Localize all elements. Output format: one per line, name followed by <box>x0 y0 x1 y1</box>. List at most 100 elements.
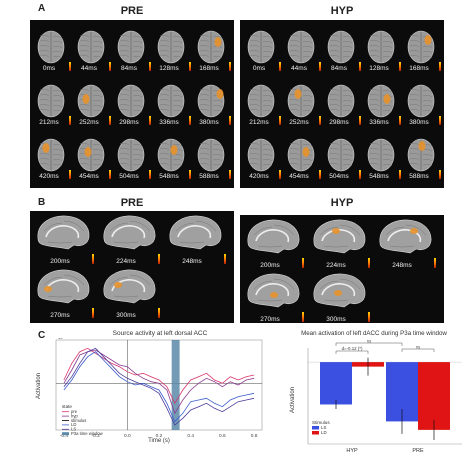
time-label: 420ms <box>249 173 269 180</box>
hyp-sagittal-224ms: 224ms <box>310 217 372 269</box>
time-label: 588ms <box>199 173 219 180</box>
hyp-brain-548ms: 548ms <box>362 138 402 180</box>
pre-sagittal-224ms: 224ms <box>100 213 162 265</box>
pre-brain-420ms: 420ms <box>32 138 72 180</box>
bar-chart-ylabel: Activation <box>290 387 296 413</box>
time-label: 270ms <box>260 316 280 323</box>
bar-LD-PRE <box>418 362 450 430</box>
time-label: 200ms <box>50 258 70 265</box>
time-label: 380ms <box>199 119 219 126</box>
pre-brain-298ms: 298ms <box>112 84 152 126</box>
time-label: 420ms <box>39 173 59 180</box>
colorbar <box>149 62 151 71</box>
time-label: 252ms <box>289 119 309 126</box>
time-label: 224ms <box>116 258 136 265</box>
brain-axial-icon <box>287 30 315 64</box>
pre-brain-252ms: 252ms <box>72 84 112 126</box>
colorbar <box>279 116 281 125</box>
brain-axial-icon <box>37 30 65 64</box>
brain-sagittal-icon <box>103 269 156 304</box>
sig-label: ns <box>416 345 420 350</box>
colorbar <box>109 62 111 71</box>
brain-axial-icon <box>197 84 225 118</box>
activation-spot <box>418 141 426 151</box>
colorbar <box>439 62 441 71</box>
panel-b-letter: B <box>38 197 46 208</box>
activation-spot <box>84 147 92 157</box>
colorbar <box>109 116 111 125</box>
colorbar <box>189 62 191 71</box>
legend-entry: P3a time window <box>71 431 104 436</box>
time-label: 0ms <box>42 65 56 72</box>
x-tick-label: -0.4 <box>60 433 69 439</box>
time-label: 128ms <box>369 65 389 72</box>
brain-axial-icon <box>407 84 435 118</box>
category-label: PRE <box>412 448 424 454</box>
colorbar <box>69 62 71 71</box>
time-label: 454ms <box>289 173 309 180</box>
legend-swatch <box>312 431 319 435</box>
time-label: 454ms <box>79 173 99 180</box>
pre-sagittal-200ms: 200ms <box>34 213 96 265</box>
bar-LS-HYP <box>320 362 352 405</box>
time-label: 504ms <box>119 173 139 180</box>
colorbar <box>399 116 401 125</box>
activation-spot <box>114 282 122 288</box>
time-label: 336ms <box>159 119 179 126</box>
brain-axial-icon <box>367 138 395 172</box>
time-label: 252ms <box>79 119 99 126</box>
hyp-brain-168ms: 168ms <box>402 30 442 72</box>
pre-brain-548ms: 548ms <box>152 138 192 180</box>
panel-a-letter: A <box>38 3 46 14</box>
time-label: 548ms <box>159 173 179 180</box>
hyp-brain-588ms: 588ms <box>402 138 442 180</box>
x-tick-label: 0.6 <box>219 433 226 439</box>
activation-spot <box>270 292 278 298</box>
brain-axial-icon <box>117 84 145 118</box>
pre-brain-380ms: 380ms <box>192 84 232 126</box>
panel-a-pre-grid: 0ms 44ms 84ms 128ms 168ms 212ms 252ms 298ms 336m… <box>30 20 234 188</box>
colorbar <box>69 116 71 125</box>
colorbar <box>368 312 370 322</box>
colorbar <box>92 308 94 318</box>
brain-axial-icon <box>37 84 65 118</box>
panel-b-pre-title: PRE <box>120 197 144 209</box>
hyp-sagittal-248ms: 248ms <box>376 217 438 269</box>
bar-chart: HYP PRE ns ns d=-0.12 (*) Activation Stimul… <box>290 340 462 454</box>
colorbar <box>399 170 401 179</box>
brain-axial-icon <box>197 138 225 172</box>
x-tick-label: 0.0 <box>124 433 131 439</box>
brain-axial-icon <box>157 138 185 172</box>
colorbar <box>149 170 151 179</box>
sig-label: ns <box>367 340 371 344</box>
colorbar <box>302 258 304 268</box>
colorbar <box>399 62 401 71</box>
legend-entry: pre <box>71 409 78 414</box>
panel-a-pre-title: PRE <box>120 5 144 17</box>
brain-sagittal-icon <box>313 273 366 308</box>
hyp-brain-504ms: 504ms <box>322 138 362 180</box>
legend-swatch <box>312 426 319 430</box>
colorbar <box>359 62 361 71</box>
colorbar <box>189 116 191 125</box>
brain-sagittal-icon <box>247 219 300 254</box>
hyp-brain-336ms: 336ms <box>362 84 402 126</box>
colorbar <box>224 254 226 264</box>
legend-title: Stimulus <box>312 420 330 425</box>
time-label: 224ms <box>326 262 346 269</box>
colorbar <box>229 116 231 125</box>
time-label: 588ms <box>409 173 429 180</box>
colorbar <box>158 308 160 318</box>
pre-brain-128ms: 128ms <box>152 30 192 72</box>
series-line-1 <box>63 349 255 415</box>
category-label: HYP <box>346 448 358 454</box>
pre-brain-588ms: 588ms <box>192 138 232 180</box>
colorbar <box>359 170 361 179</box>
time-label: 44ms <box>81 65 97 72</box>
pre-brain-0ms: 0ms <box>32 30 72 72</box>
activation-spot <box>332 228 340 234</box>
activation-spot <box>214 37 222 47</box>
pre-brain-84ms: 84ms <box>112 30 152 72</box>
activation-spot <box>170 145 178 155</box>
